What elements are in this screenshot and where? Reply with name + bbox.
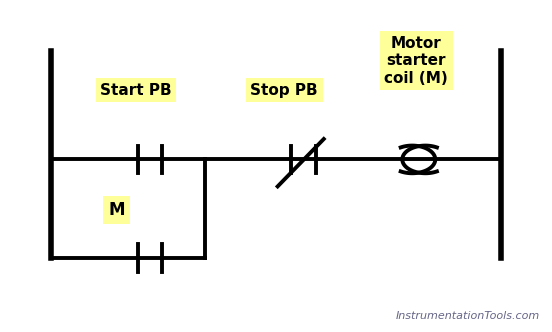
Text: InstrumentationTools.com: InstrumentationTools.com (395, 311, 540, 321)
Text: M: M (109, 202, 125, 219)
Text: Stop PB: Stop PB (251, 83, 318, 98)
Text: Start PB: Start PB (100, 83, 172, 98)
Text: Motor
starter
coil (M): Motor starter coil (M) (384, 36, 448, 86)
